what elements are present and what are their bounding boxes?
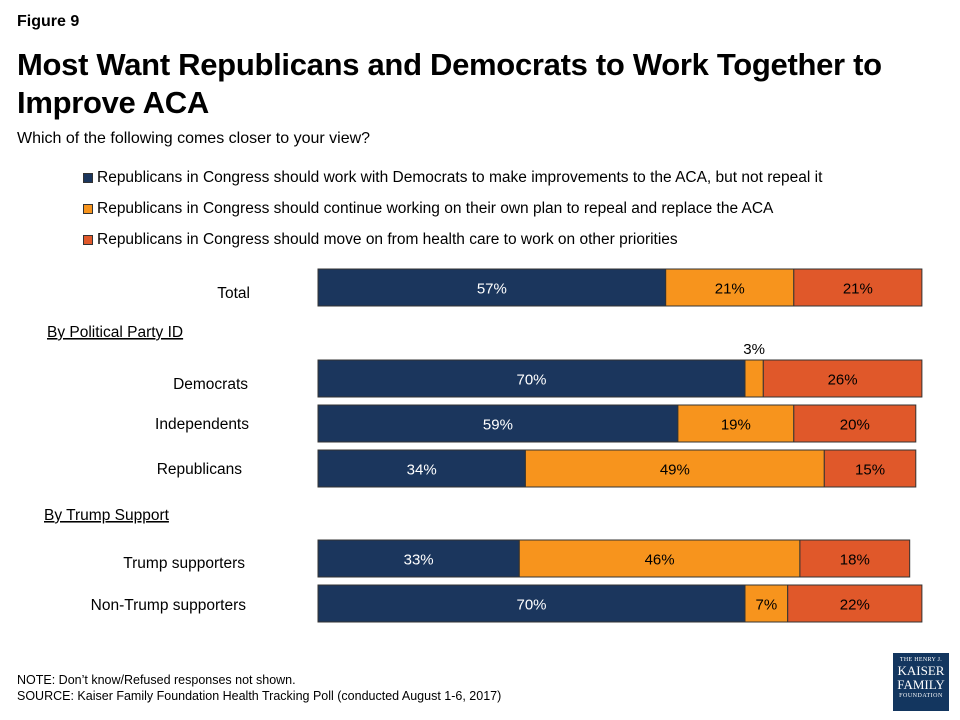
legend-label: Republicans in Congress should work with… bbox=[97, 169, 823, 186]
category-label: Trump supporters bbox=[123, 555, 245, 572]
data-label: 26% bbox=[828, 372, 858, 389]
logo-line: THE HENRY J. bbox=[899, 657, 943, 663]
figure-label: Figure 9 bbox=[17, 13, 80, 30]
data-label: 7% bbox=[756, 597, 778, 614]
bar-segment bbox=[665, 268, 795, 307]
legend-label: Republicans in Congress should move on f… bbox=[97, 231, 678, 248]
bar-segment bbox=[524, 449, 825, 488]
bar-segment bbox=[799, 539, 911, 578]
category-label: Non-Trump supporters bbox=[91, 597, 247, 614]
section-heading: By Trump Support bbox=[44, 507, 170, 524]
bar-segment bbox=[793, 404, 917, 443]
bar-segment bbox=[317, 449, 526, 488]
category-label: Total bbox=[217, 285, 250, 302]
legend-label: Republicans in Congress should continue … bbox=[97, 200, 774, 217]
bar-segment bbox=[793, 268, 923, 307]
data-label: 20% bbox=[840, 417, 870, 434]
category-label: Democrats bbox=[173, 376, 248, 393]
bar-segment bbox=[744, 359, 764, 398]
data-label: 18% bbox=[840, 552, 870, 569]
footer-source: SOURCE: Kaiser Family Foundation Health … bbox=[17, 689, 502, 703]
data-label: 59% bbox=[483, 417, 513, 434]
bar-segment bbox=[823, 449, 917, 488]
data-label: 57% bbox=[477, 281, 507, 298]
bar-segment bbox=[317, 359, 746, 398]
chart-title: Most Want Republicans and Democrats to W… bbox=[17, 47, 882, 120]
data-label: 49% bbox=[660, 462, 690, 479]
legend-swatch-navy bbox=[83, 172, 93, 183]
data-label: 34% bbox=[407, 462, 437, 479]
data-label: 21% bbox=[715, 281, 745, 298]
data-label: 70% bbox=[516, 597, 546, 614]
kff-logo: THE HENRY J. KAISER FAMILY FOUNDATION bbox=[893, 653, 949, 711]
data-label: 70% bbox=[516, 372, 546, 389]
logo-line: FAMILY bbox=[897, 677, 945, 692]
legend-swatch-orange bbox=[83, 203, 93, 214]
data-label: 19% bbox=[721, 417, 751, 434]
data-label: 3% bbox=[743, 341, 765, 358]
logo-line: KAISER bbox=[897, 663, 945, 678]
footer-note: NOTE: Don’t know/Refused responses not s… bbox=[17, 673, 296, 687]
section-heading: By Political Party ID bbox=[47, 324, 183, 341]
bar-segment bbox=[518, 539, 801, 578]
bar-segment bbox=[317, 404, 679, 443]
legend-swatch-red bbox=[83, 234, 93, 245]
data-label: 22% bbox=[840, 597, 870, 614]
bar-segment bbox=[744, 584, 789, 623]
bar-segment bbox=[317, 539, 520, 578]
category-label: Republicans bbox=[157, 461, 243, 478]
legend-item: Republicans in Congress should continue … bbox=[83, 193, 822, 224]
legend: Republicans in Congress should work with… bbox=[83, 162, 822, 255]
data-label: 33% bbox=[404, 552, 434, 569]
bar-segment bbox=[787, 584, 923, 623]
chart-subtitle: Which of the following comes closer to y… bbox=[17, 130, 371, 147]
category-label: Independents bbox=[155, 416, 249, 433]
data-label: 21% bbox=[843, 281, 873, 298]
data-label: 15% bbox=[855, 462, 885, 479]
bar-segment bbox=[762, 359, 923, 398]
legend-item: Republicans in Congress should move on f… bbox=[83, 224, 822, 255]
data-label: 46% bbox=[645, 552, 675, 569]
footer: NOTE: Don’t know/Refused responses not s… bbox=[17, 672, 501, 704]
bar-segment bbox=[677, 404, 795, 443]
logo-line: FOUNDATION bbox=[899, 693, 943, 699]
legend-item: Republicans in Congress should work with… bbox=[83, 162, 822, 193]
